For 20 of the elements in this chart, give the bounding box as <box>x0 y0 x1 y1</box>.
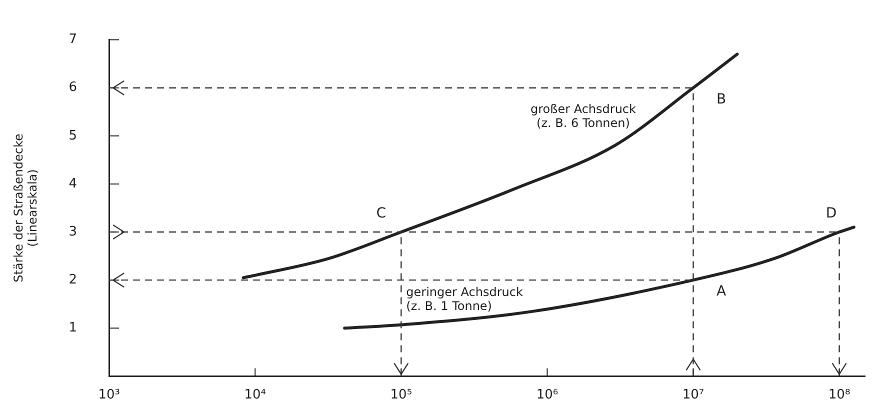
x-tick-label: 10⁷ <box>682 387 704 402</box>
y-tick-label: 6 <box>68 80 78 96</box>
y-axis-title: Stärke der Straßendecke (Linearskala) <box>11 134 40 282</box>
x-tick-label: 10⁶ <box>536 387 558 402</box>
x-tick-label: 10³ <box>98 387 120 402</box>
y-tick-label: 4 <box>68 176 78 192</box>
annotation: C <box>376 206 386 222</box>
y-tick-label: 5 <box>68 128 78 144</box>
y-tick-label: 3 <box>68 224 78 240</box>
x-tick-label: 10⁵ <box>390 387 412 402</box>
series-label: geringer Achsdruck (z. B. 1 Tonne) <box>406 284 523 313</box>
x-tick-label: 10⁴ <box>244 387 266 402</box>
x-tick-label: 10⁸ <box>828 387 850 402</box>
annotation: A <box>716 284 726 300</box>
series-label: großer Achsdruck (z. B. 6 Tonnen) <box>530 102 636 130</box>
annotation: D <box>826 206 837 222</box>
y-tick-label: 2 <box>68 272 78 288</box>
y-tick-label: 7 <box>68 32 78 48</box>
y-tick-label: 1 <box>68 320 78 336</box>
annotation: B <box>716 92 726 108</box>
